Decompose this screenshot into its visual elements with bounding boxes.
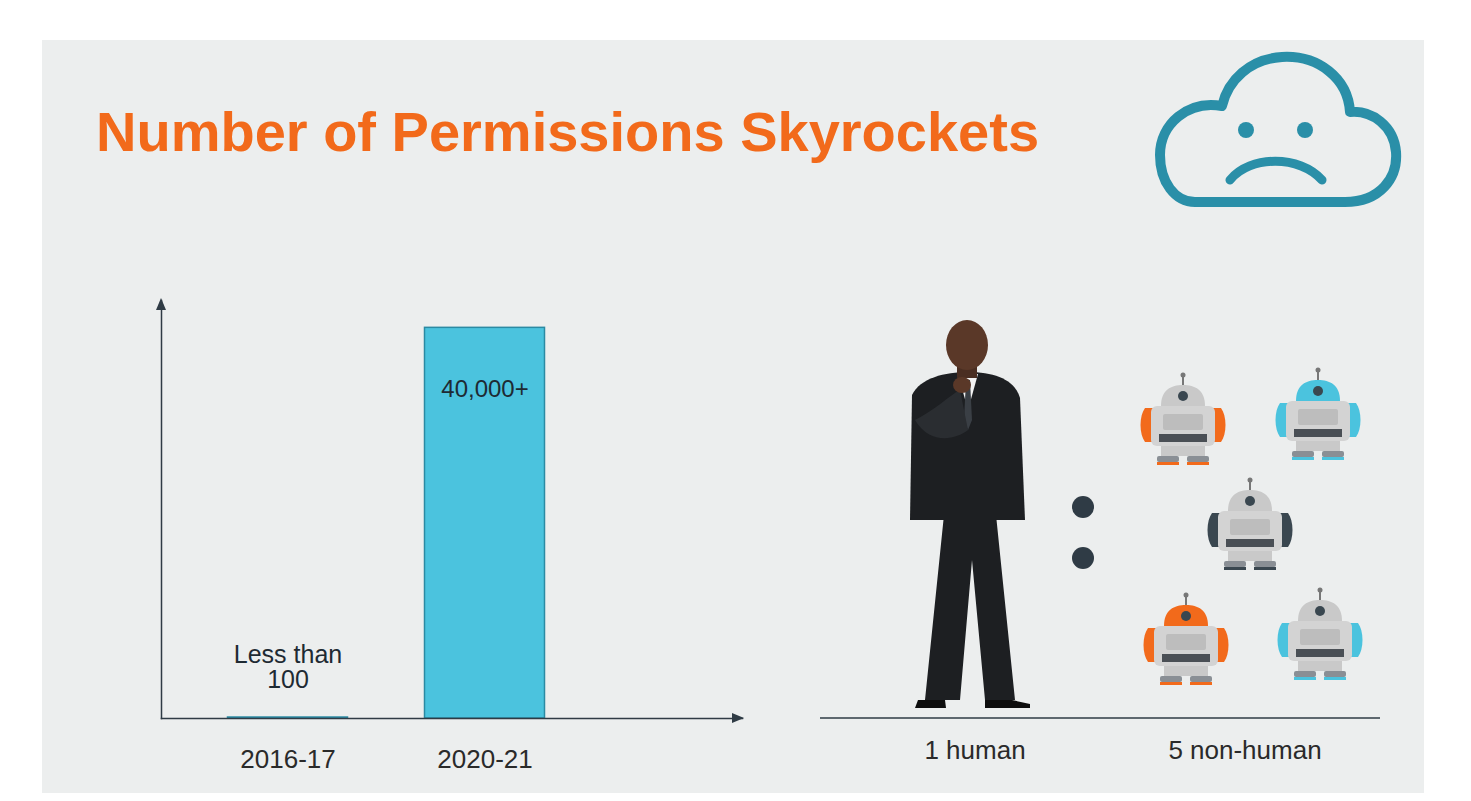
svg-text:2016-17: 2016-17: [240, 744, 335, 774]
svg-text:5 non-human: 5 non-human: [1168, 735, 1321, 765]
html-text:Number of Permissions Skyrocke: Number of Permissions Skyrockets: [96, 100, 1039, 163]
svg-text:Less than100: Less than100: [234, 640, 342, 693]
svg-text:1 human: 1 human: [924, 735, 1025, 765]
svg-text:40,000+: 40,000+: [441, 375, 528, 402]
svg-text:2020-21: 2020-21: [437, 744, 532, 774]
